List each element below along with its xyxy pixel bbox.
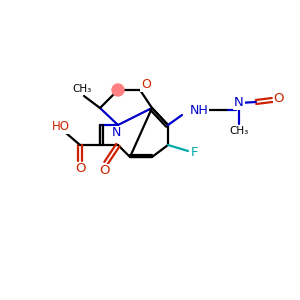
Text: NH: NH [190, 103, 209, 116]
Text: CH₃: CH₃ [230, 126, 249, 136]
Text: O: O [75, 163, 85, 176]
Text: N: N [111, 127, 121, 140]
Text: CH₃: CH₃ [72, 84, 92, 94]
Text: HO: HO [52, 121, 70, 134]
Circle shape [112, 84, 124, 96]
Text: F: F [191, 146, 199, 158]
Text: N: N [234, 97, 244, 110]
Text: O: O [100, 164, 110, 178]
Text: O: O [141, 79, 151, 92]
Text: O: O [274, 92, 284, 106]
